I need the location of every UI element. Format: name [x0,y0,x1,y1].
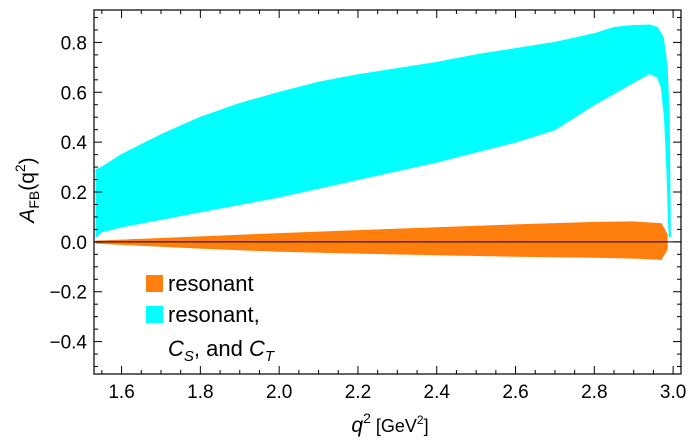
y-tick-label: 0.2 [61,183,87,204]
x-axis-label: q2 [GeV2] [351,410,428,437]
y-axis-label-open: (q [16,172,39,191]
y-axis-label-main: A [16,209,39,225]
y-tick-label: 0.4 [61,133,88,154]
band-resonant-cs-ct [95,24,671,238]
y-axis-label: AFB(q2) [12,157,42,224]
legend-swatch-resonant-cs-ct [146,306,163,323]
x-axis-label-unit-sup: 2 [417,413,424,427]
x-axis-label-main: q [351,414,363,437]
x-tick-label: 2.6 [502,382,528,403]
x-tick-label: 2.2 [345,382,371,403]
legend-label-resonant: resonant [168,271,254,296]
x-axis-ticks: 1.6 1.8 2.0 2.2 2.4 2.6 2.8 3.0 [101,10,686,403]
x-axis-label-sup: 2 [363,410,371,426]
legend-mid-text: , and [194,336,249,361]
x-axis-label-unit: [GeV [371,416,417,436]
y-axis-label-sub: FB [26,191,42,209]
x-tick-label: 3.0 [660,382,686,403]
legend-cs-sub: S [184,348,194,365]
x-tick-label: 1.6 [108,382,134,403]
x-tick-label: 2.0 [266,382,292,403]
x-tick-label: 2.8 [581,382,607,403]
bands-layer [95,24,671,260]
legend-ct-sub: T [265,348,276,365]
y-tick-label: −0.2 [49,283,87,304]
x-tick-label: 2.4 [424,382,451,403]
band-resonant [95,221,668,260]
y-axis-label-close: ) [16,157,39,164]
y-axis-label-sup: 2 [12,164,28,172]
legend: resonant resonant, CS, and CT [146,271,276,365]
y-tick-label: 0.6 [61,83,87,104]
legend-ct-base: C [249,336,265,361]
legend-label-resonant-cs-ct-line1: resonant, [168,302,260,327]
legend-cs-base: C [168,336,184,361]
x-tick-label: 1.8 [187,382,213,403]
legend-swatch-resonant [146,275,163,292]
y-tick-label: −0.4 [49,333,87,354]
x-axis-label-unit-close: ] [424,416,429,436]
y-tick-label: 0.0 [61,233,87,254]
y-tick-label: 0.8 [61,33,87,54]
y-axis-ticks: −0.4 −0.2 0.0 0.2 0.4 0.6 0.8 [49,16,681,368]
legend-label-resonant-cs-ct-line2: CS, and CT [168,336,276,365]
